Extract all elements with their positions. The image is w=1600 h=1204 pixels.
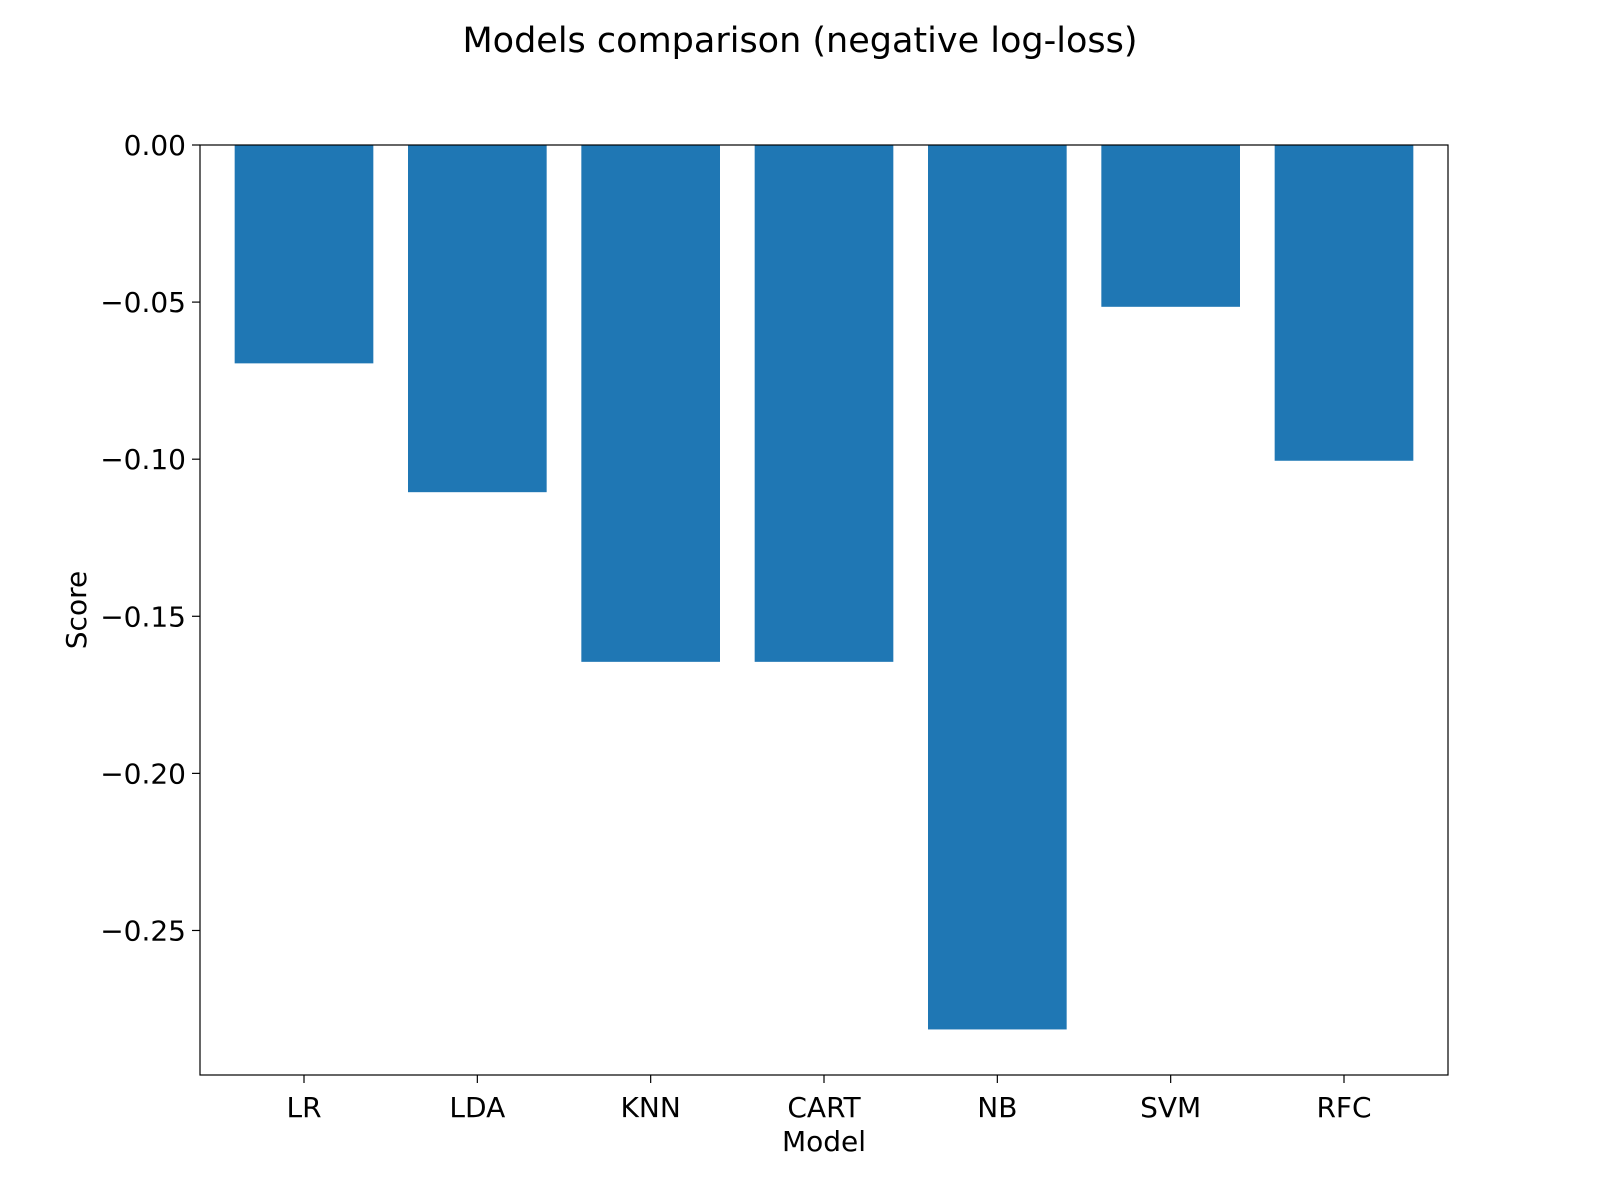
x-tick-label: RFC: [1316, 1091, 1371, 1124]
bar-lda: [408, 145, 547, 493]
bar-nb: [928, 145, 1067, 1030]
x-tick-label: KNN: [621, 1091, 681, 1124]
bar-cart: [754, 145, 894, 662]
x-tick-label: LDA: [449, 1091, 505, 1124]
bar-knn: [581, 145, 720, 662]
bar-lr: [234, 145, 374, 364]
y-tick-label: −0.10: [100, 443, 186, 476]
y-tick-label: −0.25: [100, 914, 186, 947]
bar-svm: [1101, 145, 1240, 307]
x-tick-label: LR: [286, 1091, 321, 1124]
chart-title: Models comparison (negative log-loss): [462, 21, 1137, 61]
y-tick-label: −0.20: [100, 757, 186, 790]
x-tick-label: SVM: [1140, 1091, 1201, 1124]
x-axis-label: Model: [782, 1125, 866, 1158]
x-tick-label: CART: [787, 1091, 861, 1124]
y-axis: 0.00 −0.05 −0.10 −0.15 −0.20 −0.25: [100, 129, 200, 947]
y-tick-label: −0.15: [100, 600, 186, 633]
bars-layer: [234, 145, 1414, 1030]
x-axis: LR LDA KNN CART NB SVM RFC: [286, 1075, 1372, 1124]
y-tick-label: −0.05: [100, 286, 186, 319]
plot-frame: [199, 144, 1449, 1076]
y-tick-label: 0.00: [124, 129, 186, 162]
y-axis-label: Score: [60, 571, 93, 649]
x-tick-label: NB: [977, 1091, 1017, 1124]
bar-rfc: [1274, 145, 1414, 461]
